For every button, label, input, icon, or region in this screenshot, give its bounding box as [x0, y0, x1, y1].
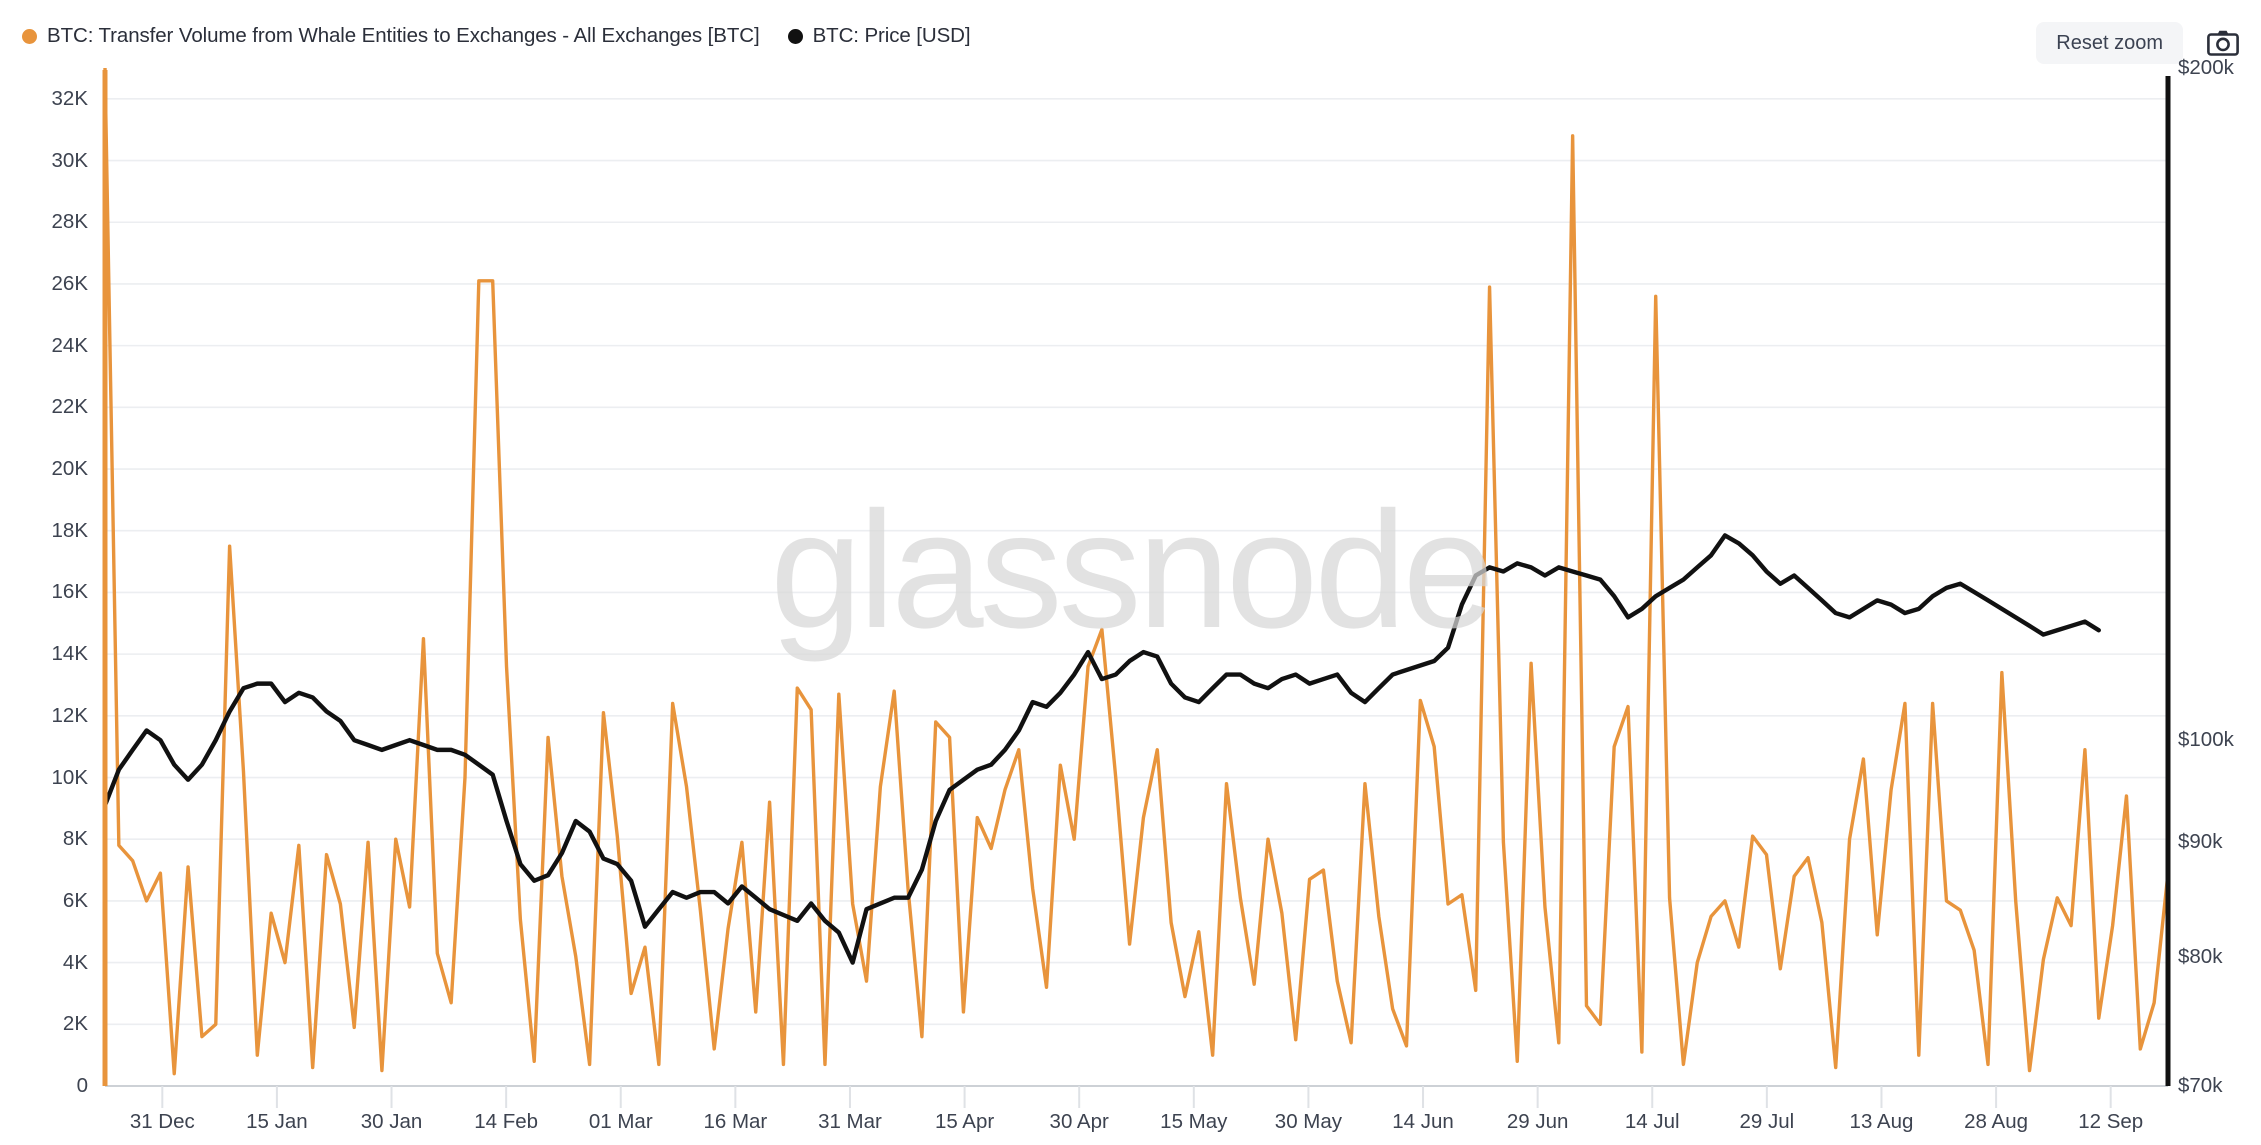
- legend-label-volume: BTC: Transfer Volume from Whale Entities…: [47, 24, 760, 47]
- x-axis-tick: 31 Dec: [129, 1110, 195, 1133]
- y-axis-right-tick: $90k: [2178, 830, 2223, 854]
- x-axis-tick: 31 Mar: [818, 1110, 882, 1133]
- x-axis-tick: 28 Aug: [1964, 1110, 2028, 1133]
- y-axis-left-tick: 18K: [51, 518, 88, 542]
- chart-plot-region[interactable]: glassnode 0 2K 4K 6K 8K 10K 12K 14K 16K 18K 20K 22K…: [0, 56, 2261, 1145]
- x-axis-tick: 30 May: [1274, 1110, 1343, 1133]
- y-axis-left-tick: 4K: [62, 950, 88, 974]
- x-axis-tick: 29 Jun: [1506, 1110, 1569, 1133]
- y-axis-right-tick: $80k: [2178, 944, 2223, 968]
- x-axis-tick: 14 Jun: [1392, 1110, 1454, 1133]
- legend-item-volume[interactable]: BTC: Transfer Volume from Whale Entities…: [22, 24, 760, 48]
- x-axis-tick: 15 Apr: [934, 1110, 995, 1133]
- chart-controls: Reset zoom: [2036, 22, 2241, 64]
- legend-dot-black-icon: [787, 28, 803, 44]
- y-axis-left-tick: 0: [76, 1074, 88, 1097]
- y-axis-right-tick: $100k: [2178, 728, 2234, 752]
- x-axis-tick: 30 Jan: [360, 1110, 423, 1133]
- legend-label-price: BTC: Price [USD]: [812, 24, 971, 47]
- reset-zoom-button[interactable]: Reset zoom: [2036, 22, 2183, 64]
- y-axis-left-tick: 30K: [51, 148, 88, 172]
- x-axis-tick: 01 Mar: [588, 1110, 653, 1133]
- y-axis-right: $70k $80k $90k $100k $200k: [2178, 56, 2261, 1145]
- x-axis-tick: 30 Apr: [1049, 1110, 1109, 1133]
- y-axis-right-tick: $200k: [2178, 56, 2234, 79]
- y-axis-left-tick: 10K: [51, 765, 88, 789]
- y-axis-left: 0 2K 4K 6K 8K 10K 12K 14K 16K 18K 20K 22K 24K 26K 28K 3…: [0, 68, 88, 1145]
- y-axis-left-tick: 16K: [51, 580, 88, 604]
- x-axis-tick: 16 Mar: [703, 1110, 768, 1133]
- y-axis-left-tick: 6K: [62, 888, 88, 912]
- screenshot-button[interactable]: [2205, 27, 2241, 59]
- y-axis-left-tick: 8K: [62, 827, 88, 851]
- x-axis-tick: 14 Jul: [1624, 1110, 1680, 1133]
- y-axis-left-tick: 22K: [51, 395, 88, 419]
- legend-dot-orange-icon: [22, 28, 37, 44]
- x-axis-tick: 15 Jan: [246, 1110, 308, 1133]
- y-axis-left-tick: 26K: [51, 271, 88, 295]
- x-axis-tick: 12 Sep: [2078, 1110, 2144, 1133]
- x-axis-tick: 29 Jul: [1739, 1110, 1795, 1133]
- y-axis-left-tick: 28K: [51, 210, 88, 234]
- chart-svg: [102, 68, 2171, 1108]
- x-axis: 31 Dec 15 Jan 30 Jan 14 Feb 01 Mar 16 Mar 31 M…: [0, 1086, 2261, 1145]
- chart-header: BTC: Transfer Volume from Whale Entities…: [0, 0, 2261, 68]
- y-axis-left-tick: 2K: [62, 1012, 88, 1036]
- chart-legend: BTC: Transfer Volume from Whale Entities…: [22, 24, 971, 48]
- y-axis-left-tick: 24K: [51, 333, 88, 357]
- y-axis-left-tick: 12K: [51, 703, 88, 727]
- x-axis-tick: 14 Feb: [474, 1110, 539, 1133]
- y-axis-left-tick: 14K: [51, 642, 88, 666]
- y-axis-left-tick: 20K: [51, 457, 88, 481]
- y-axis-right-tick: $70k: [2178, 1074, 2223, 1097]
- y-axis-left-tick: 32K: [51, 86, 88, 110]
- legend-item-price[interactable]: BTC: Price [USD]: [787, 24, 971, 48]
- camera-icon: [2207, 30, 2239, 56]
- x-axis-tick: 13 Aug: [1849, 1110, 1914, 1133]
- x-axis-tick: 15 May: [1160, 1110, 1228, 1133]
